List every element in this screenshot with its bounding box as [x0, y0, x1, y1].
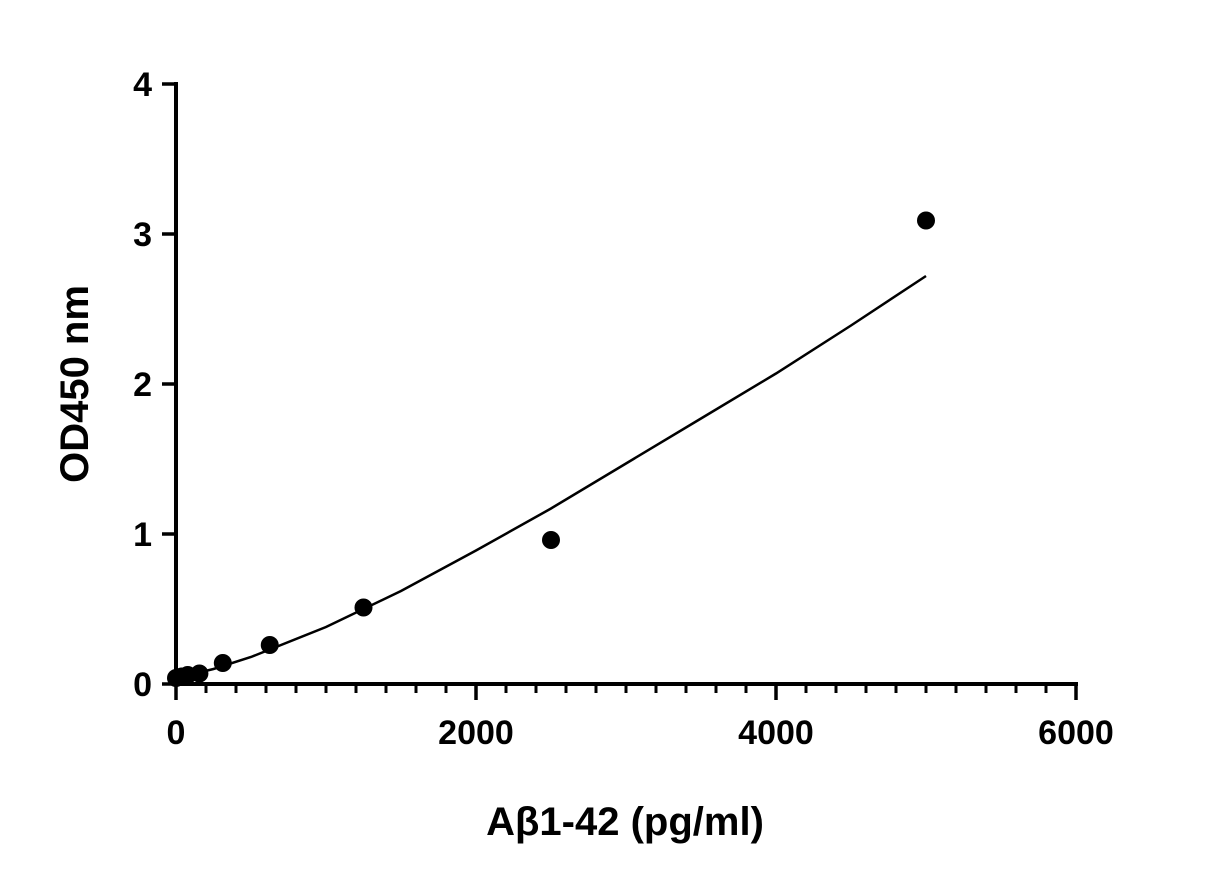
fit-curve-group: [175, 274, 927, 680]
x-tick-label: 2000: [438, 714, 514, 752]
y-tick-label: 1: [133, 516, 152, 554]
data-points-group: [167, 211, 935, 687]
x-tick-label: 6000: [1038, 714, 1114, 752]
y-tick-label: 4: [133, 66, 152, 104]
x-tick-label: 0: [167, 714, 186, 752]
y-axis-title: OD450 nm: [53, 285, 97, 483]
y-tick-label: 0: [133, 666, 152, 704]
fit-curve: [175, 274, 927, 680]
data-point: [354, 598, 373, 617]
y-tick-label: 3: [133, 216, 152, 254]
data-point: [190, 664, 209, 683]
axes: 0 1 2 3 4 0 2000 4000 6000: [133, 66, 1114, 752]
data-point: [213, 654, 232, 672]
x-tick-label: 4000: [738, 714, 814, 752]
data-point: [542, 531, 560, 549]
y-tick-label: 2: [133, 366, 152, 404]
data-point: [260, 636, 279, 654]
x-axis-title: Aβ1-42 (pg/ml): [486, 800, 764, 844]
data-point: [917, 211, 935, 230]
